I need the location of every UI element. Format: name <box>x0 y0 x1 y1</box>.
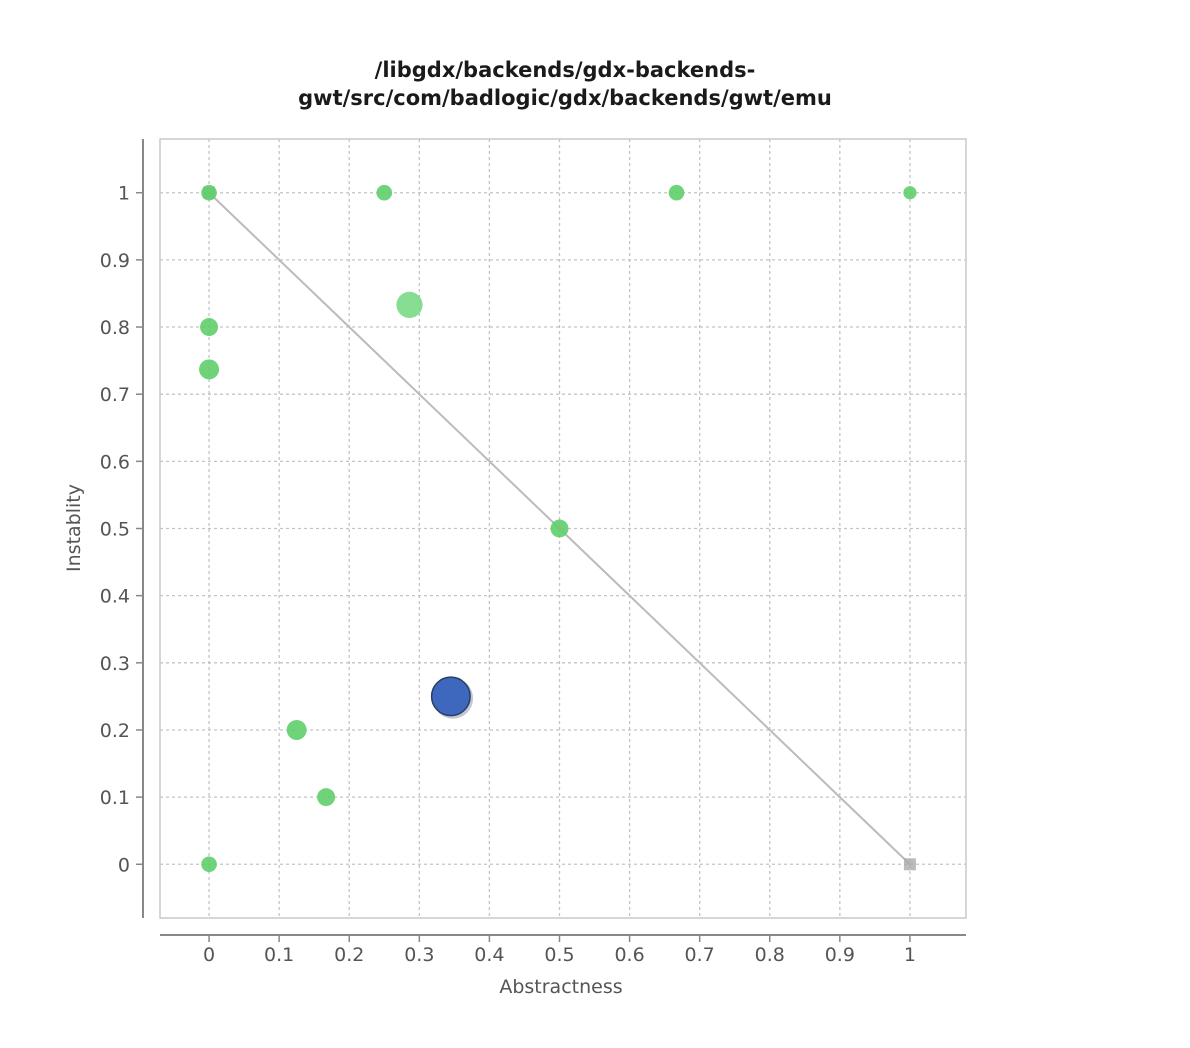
x-tick-label: 0.2 <box>334 944 364 966</box>
y-axis-ticks: 0 0.1 0.2 0.3 0.4 0.5 0.6 0.7 0.8 0.9 1 <box>100 183 143 876</box>
chart-title-line-1: /libgdx/backends/gdx-backends- <box>374 58 756 82</box>
x-axis-ticks: 0 0.1 0.2 0.3 0.4 0.5 0.6 0.7 0.8 0.9 1 <box>203 935 916 966</box>
x-tick-label: 1 <box>904 944 916 966</box>
data-point <box>286 719 307 740</box>
y-axis-label: Instablity <box>63 484 85 572</box>
y-tick-label: 0.2 <box>100 720 130 742</box>
y-tick-label: 0.7 <box>100 384 130 406</box>
y-tick-label: 0.8 <box>100 317 130 339</box>
x-tick-label: 0.5 <box>544 944 574 966</box>
y-tick-label: 0.9 <box>100 250 130 272</box>
data-point <box>317 788 336 807</box>
data-point <box>376 184 393 201</box>
chart-title: /libgdx/backends/gdx-backends- gwt/src/c… <box>160 56 970 112</box>
endpoint-marker <box>903 858 916 871</box>
x-tick-label: 0.3 <box>404 944 434 966</box>
y-tick-label: 0.4 <box>100 586 130 608</box>
x-tick-label: 0.6 <box>614 944 644 966</box>
y-tick-label: 1 <box>118 183 130 205</box>
x-tick-label: 0 <box>203 944 215 966</box>
data-point <box>201 856 217 873</box>
data-point <box>668 184 685 201</box>
data-point <box>903 186 917 200</box>
y-tick-label: 0.5 <box>100 519 130 541</box>
y-tick-label: 0.6 <box>100 451 130 473</box>
chart-title-line-2: gwt/src/com/badlogic/gdx/backends/gwt/em… <box>298 86 832 110</box>
x-tick-label: 0.4 <box>474 944 504 966</box>
y-tick-label: 0.1 <box>100 787 130 809</box>
x-tick-label: 0.9 <box>825 944 855 966</box>
data-points <box>199 184 917 873</box>
data-point <box>199 359 220 380</box>
x-tick-label: 0.7 <box>685 944 715 966</box>
data-point <box>201 184 217 201</box>
data-point <box>396 291 423 318</box>
x-tick-label: 0.1 <box>264 944 294 966</box>
x-axis-label: Abstractness <box>499 976 622 998</box>
y-tick-label: 0 <box>118 854 130 876</box>
data-point <box>430 676 471 717</box>
x-tick-label: 0.8 <box>755 944 785 966</box>
data-point <box>200 318 219 337</box>
plot-area-frame <box>159 138 967 919</box>
data-point <box>550 519 569 538</box>
y-tick-label: 0.3 <box>100 653 130 675</box>
